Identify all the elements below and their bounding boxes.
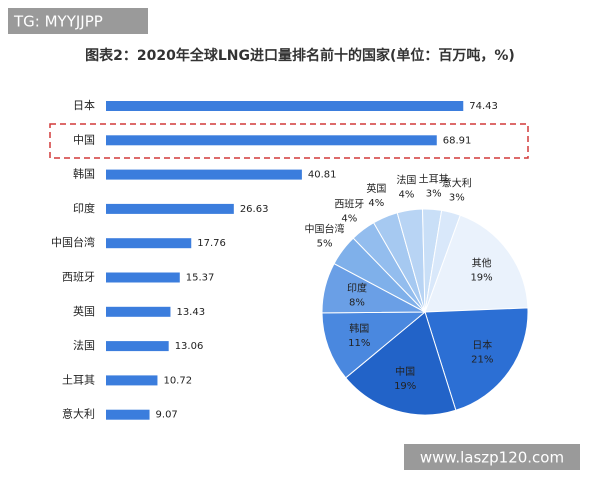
pie-slice [345, 311, 457, 416]
category-label: 日本 [73, 98, 95, 112]
footer-box [404, 444, 580, 470]
category-label: 土耳其 [62, 373, 95, 386]
highlight-box [49, 123, 529, 159]
category-label: 中国台湾 [51, 235, 95, 249]
slice-name: 印度 [347, 281, 367, 294]
slice-name: 法国 [396, 174, 416, 187]
bar [106, 135, 437, 146]
slice-value: 19% [470, 273, 492, 284]
category-label: 韩国 [73, 167, 95, 181]
watermark: TG: MYYJJPP [13, 13, 103, 31]
bar [106, 375, 158, 386]
value-label: 13.43 [176, 307, 205, 318]
slice-value: 8% [349, 297, 365, 308]
value-label: 40.81 [308, 170, 337, 181]
slice-value: 4% [398, 190, 414, 201]
slice-value: 5% [317, 238, 333, 249]
bar [106, 203, 234, 214]
value-label: 9.07 [156, 410, 178, 421]
bar [106, 272, 180, 283]
pie-slice [424, 307, 529, 411]
slice-value: 3% [449, 192, 465, 203]
slice-name: 中国台湾 [305, 222, 345, 235]
bar [106, 341, 169, 352]
value-label: 74.43 [469, 101, 498, 112]
slice-value: 3% [426, 189, 442, 200]
value-label: 15.37 [186, 273, 215, 284]
slice-name: 其他 [472, 257, 492, 270]
pie-slice [424, 214, 529, 313]
slice-name: 韩国 [349, 322, 369, 335]
slice-name: 日本 [472, 338, 492, 351]
slice-value: 21% [471, 354, 493, 365]
slice-value: 19% [394, 381, 416, 392]
pie-slice [321, 311, 427, 379]
value-label: 68.91 [443, 135, 472, 146]
slice-value: 4% [341, 214, 357, 225]
bar [106, 101, 464, 111]
category-label: 中国 [73, 133, 95, 146]
category-label: 西班牙 [62, 271, 95, 284]
bar [106, 409, 150, 420]
value-label: 13.06 [175, 341, 204, 352]
slice-name: 英国 [366, 182, 386, 195]
value-label: 26.63 [240, 204, 269, 215]
category-label: 意大利 [62, 407, 95, 421]
pie-slice [424, 209, 461, 313]
watermark-box [8, 8, 148, 34]
bar [106, 169, 302, 180]
category-label: 印度 [73, 201, 95, 215]
slice-name: 西班牙 [334, 199, 364, 211]
chart-title: 图表2：2020年全球LNG进口量排名前十的国家(单位：百万吨，%) [85, 47, 515, 64]
footer: www.laszp120.com [420, 449, 564, 467]
category-label: 英国 [73, 304, 95, 318]
bar [106, 306, 171, 317]
slice-value: 11% [348, 338, 370, 349]
value-label: 10.72 [163, 375, 192, 386]
slice-name: 中国 [395, 365, 415, 378]
slice-name: 土耳其 [419, 173, 449, 186]
bar [106, 238, 192, 249]
category-label: 法国 [73, 338, 95, 352]
slice-name: 意大利 [442, 176, 472, 189]
slice-value: 4% [368, 198, 384, 209]
value-label: 17.76 [197, 238, 226, 249]
